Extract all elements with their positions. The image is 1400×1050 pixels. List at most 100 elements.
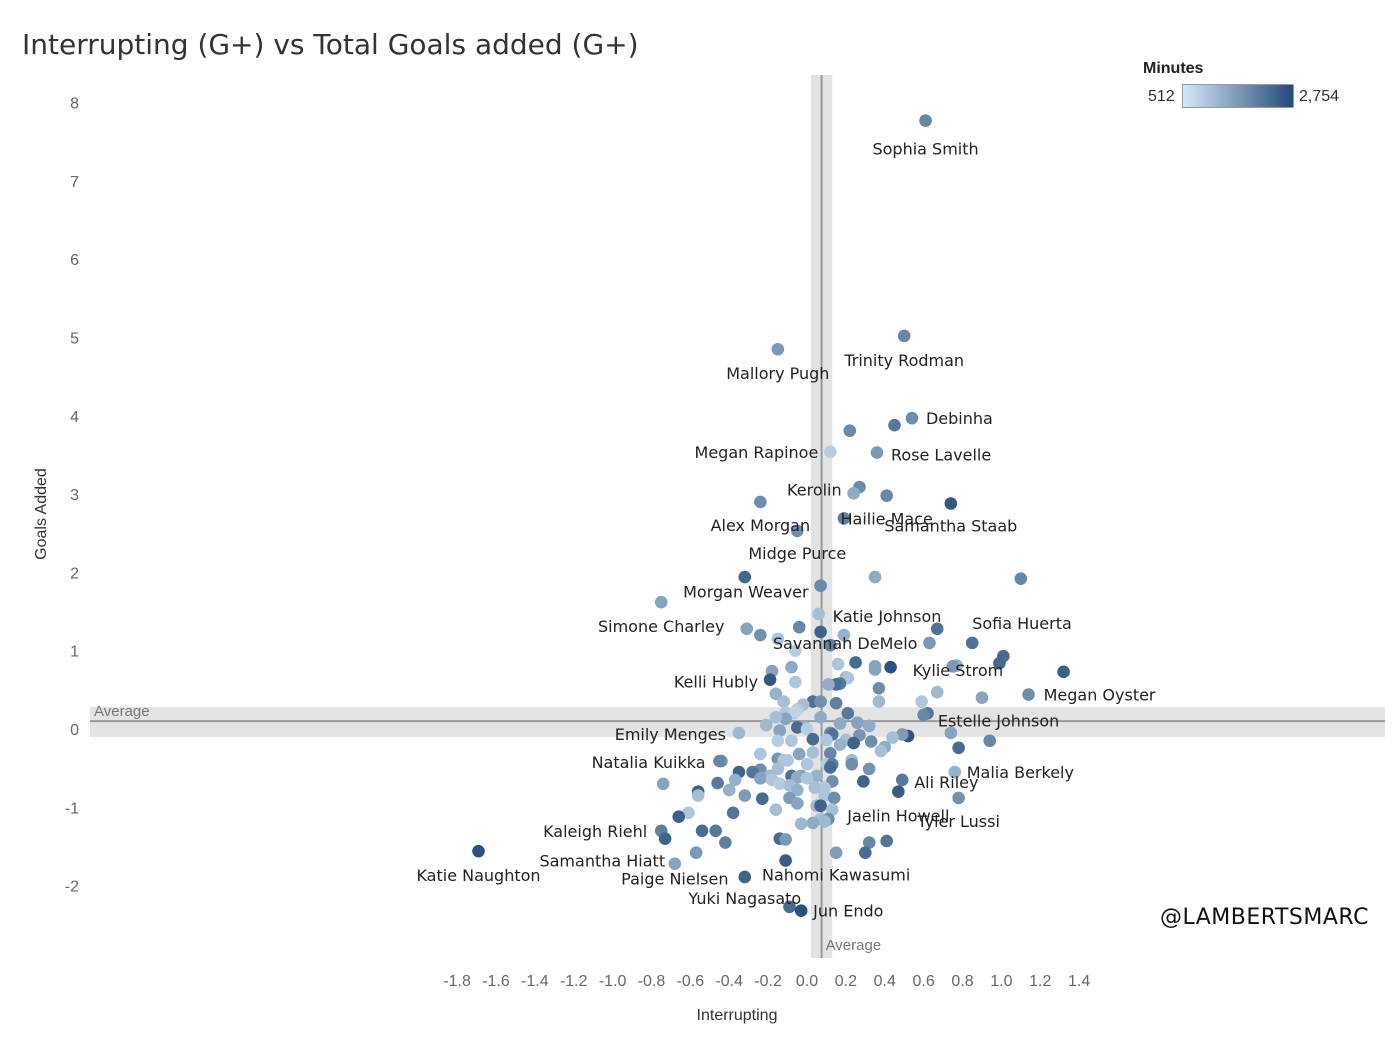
point-label: Megan Rapinoe: [695, 443, 819, 462]
data-point: [952, 791, 965, 805]
data-point: [895, 773, 909, 787]
data-point: [965, 636, 979, 650]
point-label: Ali Riley: [914, 773, 978, 792]
data-point: [689, 846, 703, 860]
data-point: [1014, 572, 1028, 585]
point-label: Emily Menges: [615, 725, 726, 744]
point-label: Katie Johnson: [833, 607, 942, 626]
data-point: [983, 734, 997, 748]
point-label: Paige Nielsen: [621, 870, 728, 889]
point-label: Kelli Hubly: [674, 673, 758, 692]
data-point: [824, 445, 837, 459]
data-point: [806, 746, 820, 759]
data-point: [814, 625, 827, 639]
x-tick-label: -0.6: [677, 973, 705, 990]
point-label: Katie Naughton: [416, 866, 540, 885]
x-tick-label: -0.2: [754, 973, 782, 990]
data-point: [783, 900, 796, 914]
y-tick-label: 7: [70, 174, 79, 191]
legend-title: Minutes: [1143, 60, 1204, 77]
data-points: [472, 114, 1070, 917]
x-tick-label: 0.0: [796, 973, 818, 990]
data-point: [719, 836, 732, 849]
x-tick-label: 0.2: [835, 973, 857, 990]
data-point: [790, 771, 804, 784]
x-tick-label: -0.8: [638, 973, 666, 990]
data-point: [814, 579, 827, 593]
data-point: [695, 824, 709, 838]
y-tick-label: -1: [65, 800, 79, 817]
data-point: [822, 678, 835, 691]
data-point: [789, 675, 802, 689]
data-point: [880, 489, 893, 502]
data-point: [773, 724, 787, 737]
data-point: [857, 775, 870, 788]
data-point: [849, 656, 862, 669]
data-point: [930, 685, 944, 699]
data-point: [808, 781, 822, 795]
data-point: [897, 329, 911, 343]
point-label: Sofia Huerta: [972, 614, 1072, 633]
data-point: [779, 854, 792, 867]
point-label: Trinity Rodman: [843, 351, 964, 370]
x-tick-label: 0.4: [874, 973, 896, 990]
y-tick-label: 0: [70, 722, 79, 739]
data-point: [847, 736, 860, 750]
data-point: [785, 734, 798, 748]
data-point: [792, 620, 806, 634]
x-average-label: Average: [826, 937, 882, 954]
data-point: [771, 734, 785, 748]
data-point: [845, 757, 859, 771]
data-point: [472, 844, 485, 858]
data-point: [946, 660, 960, 673]
data-point: [820, 733, 833, 747]
data-point: [769, 803, 783, 816]
x-tick-label: 0.6: [913, 973, 935, 990]
data-point: [754, 628, 767, 642]
point-label: Jaelin Howell: [846, 807, 949, 826]
data-point: [919, 114, 932, 127]
data-point: [859, 846, 872, 860]
data-point: [779, 712, 792, 726]
data-point: [800, 772, 814, 785]
data-point: [952, 741, 965, 755]
point-label: Kerolin: [787, 480, 842, 499]
y-tick-label: 8: [70, 96, 79, 113]
x-axis-label: Interrupting: [697, 1007, 778, 1024]
data-point: [726, 806, 740, 820]
data-point: [754, 747, 767, 761]
y-axis-ticks: -2 -1 0 1 2 3 4 5 6 7 8: [65, 96, 79, 896]
data-point: [833, 717, 847, 730]
point-label: Mallory Pugh: [726, 364, 829, 383]
x-tick-label: 0.8: [951, 973, 973, 990]
data-point: [915, 695, 928, 708]
data-point: [895, 728, 909, 741]
data-point: [790, 721, 804, 734]
x-tick-label: 1.2: [1029, 973, 1051, 990]
data-point: [738, 789, 752, 802]
data-point: [872, 695, 886, 708]
author-watermark: @LAMBERTSMARC: [1160, 905, 1369, 930]
data-point: [948, 765, 962, 779]
data-point: [868, 663, 882, 676]
data-point: [827, 791, 841, 805]
data-point: [800, 757, 814, 771]
data-point: [884, 660, 897, 674]
point-label: Nahomi Kawasumi: [762, 866, 910, 885]
data-point: [930, 622, 944, 636]
data-point: [794, 817, 808, 831]
data-point: [759, 718, 773, 732]
point-label: Morgan Weaver: [683, 583, 809, 602]
data-point: [658, 832, 672, 845]
data-point: [917, 708, 930, 722]
data-point: [790, 797, 804, 810]
y-axis-label: Goals Added: [33, 468, 50, 560]
data-point: [847, 487, 860, 500]
data-point: [722, 783, 736, 797]
data-point: [841, 707, 855, 720]
data-point: [779, 833, 792, 846]
point-label: Tyler Lussi: [916, 812, 1000, 831]
x-tick-label: -1.0: [599, 973, 627, 990]
data-point: [814, 695, 827, 708]
data-point: [1057, 665, 1070, 679]
